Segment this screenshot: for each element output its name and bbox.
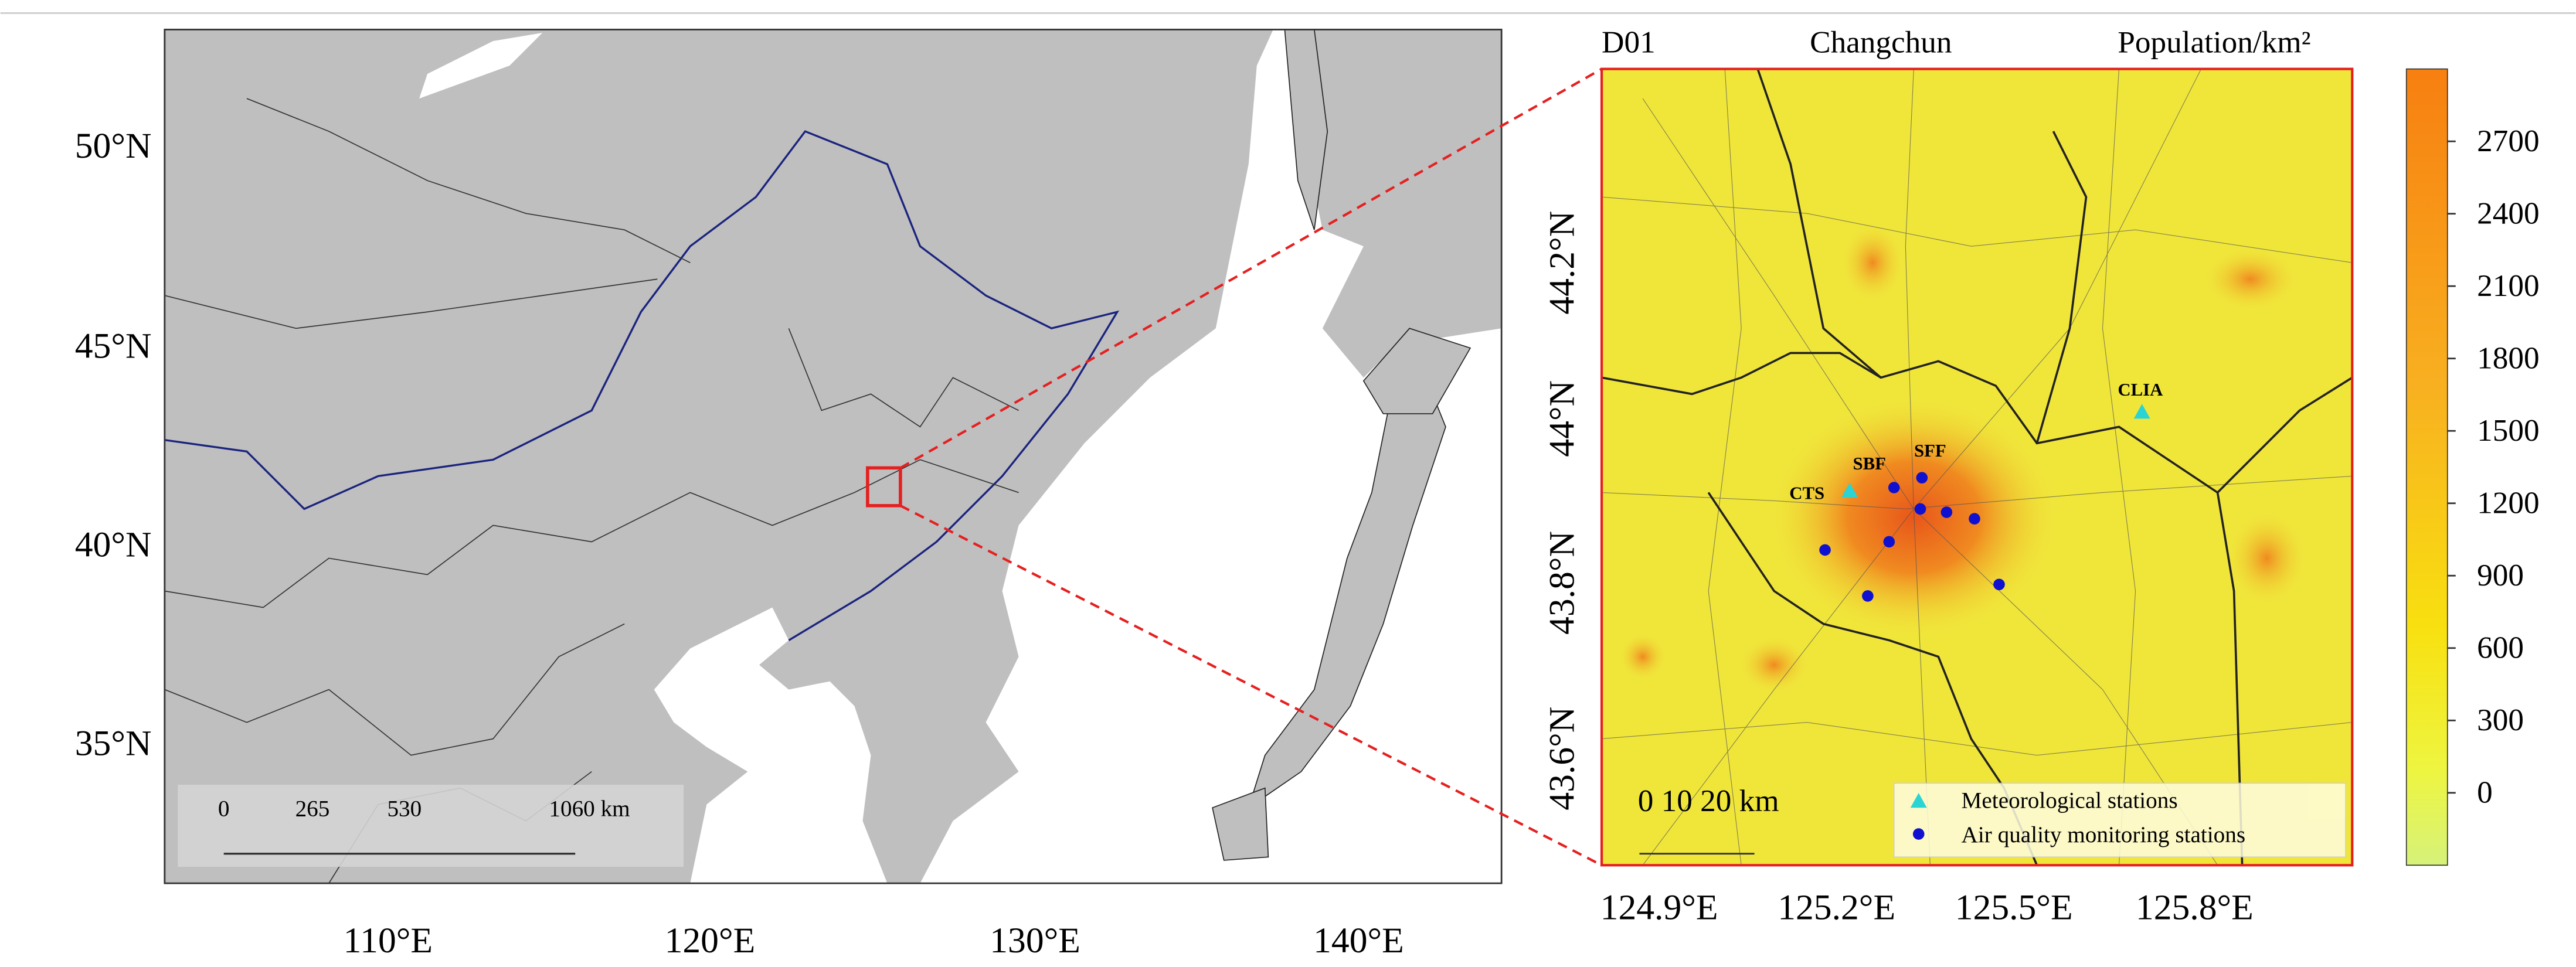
scale-label: 1060 km	[549, 796, 630, 821]
legend-label: Air quality monitoring stations	[1962, 822, 2246, 847]
lon-label: 130°E	[990, 921, 1080, 961]
scale-label: 0	[218, 796, 230, 821]
colorbar-label: 2100	[2477, 268, 2539, 303]
city-label: Changchun	[1810, 25, 1952, 60]
right-frame	[1600, 67, 2354, 867]
scale-label: 530	[387, 796, 422, 821]
lat-label: 50°N	[75, 126, 152, 166]
colorbar-label: 0	[2477, 775, 2493, 810]
left-frame	[164, 29, 1503, 884]
colorbar-label: 900	[2477, 558, 2524, 593]
colorbar-label: 1500	[2477, 413, 2539, 448]
colorbar-label: 1200	[2477, 486, 2539, 520]
station-label: SFF	[1914, 441, 1946, 461]
lat-label: 40°N	[75, 525, 152, 565]
station-label: CTS	[1789, 484, 1824, 503]
lat-label: 44.2°N	[1542, 211, 1582, 315]
zoom-box	[866, 466, 902, 508]
colorbar-label: 300	[2477, 703, 2524, 737]
lat-label: 44°N	[1542, 380, 1582, 457]
lon-label: 124.9°E	[1600, 888, 1718, 928]
colorbar-label: 2400	[2477, 196, 2539, 230]
right-map	[1602, 69, 2353, 866]
colorbar-label: 600	[2477, 631, 2524, 665]
lon-label: 125.2°E	[1778, 888, 1895, 928]
colorbar-label: 1800	[2477, 341, 2539, 376]
colorbar	[2405, 68, 2448, 866]
colorbar-label: 2700	[2477, 124, 2539, 158]
lon-label: 120°E	[665, 921, 756, 961]
lon-label: 125.8°E	[2136, 888, 2254, 928]
variable-label: Population/km²	[2118, 25, 2310, 60]
lon-label: 125.5°E	[1955, 888, 2073, 928]
lat-label: 35°N	[75, 724, 152, 764]
left-map	[164, 29, 1502, 884]
lat-label: 43.8°N	[1542, 531, 1582, 635]
legend-label: Meteorological stations	[1962, 788, 2178, 813]
scale-label: 265	[295, 796, 330, 821]
zoom-line	[899, 67, 1603, 469]
lon-label: 110°E	[344, 921, 433, 961]
lat-label: 45°N	[75, 326, 152, 366]
scale-label: 0 10 20 km	[1638, 784, 1779, 818]
station-label: CLIA	[2118, 380, 2163, 400]
lat-label: 43.6°N	[1542, 707, 1582, 811]
domain-label: D01	[1602, 25, 1656, 60]
lon-label: 140°E	[1313, 921, 1404, 961]
station-label: SBF	[1853, 454, 1885, 474]
